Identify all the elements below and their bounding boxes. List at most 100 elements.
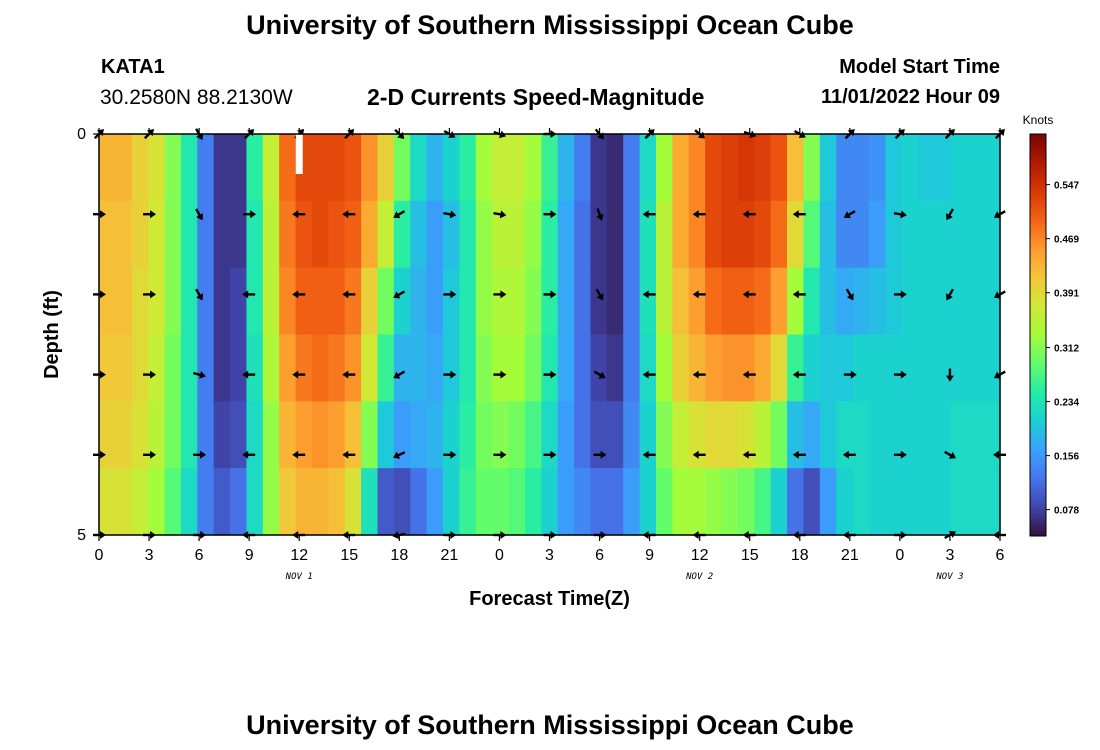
heatmap-cell bbox=[672, 468, 690, 536]
current-arrow bbox=[595, 288, 604, 301]
heatmap-cell bbox=[721, 401, 739, 469]
heatmap-cell bbox=[361, 267, 379, 336]
heatmap-cell bbox=[639, 200, 657, 269]
current-arrow bbox=[143, 450, 157, 459]
heatmap-cell bbox=[115, 468, 133, 536]
current-arrow bbox=[393, 370, 406, 379]
heatmap-cell bbox=[918, 134, 936, 202]
heatmap-cell bbox=[475, 468, 493, 536]
colorbar-tick-label: 0.469 bbox=[1054, 235, 1079, 246]
heatmap-cell bbox=[328, 334, 346, 402]
heatmap-cell bbox=[623, 134, 641, 202]
heatmap-cell bbox=[688, 134, 706, 202]
heatmap-cell bbox=[803, 267, 821, 336]
heatmap-cell bbox=[705, 200, 723, 269]
x-tick-label: 6 bbox=[996, 547, 1005, 564]
heatmap-cell bbox=[131, 334, 149, 402]
x-tick-label: 18 bbox=[390, 547, 408, 564]
heatmap-cell bbox=[639, 468, 657, 536]
current-arrow bbox=[543, 370, 557, 379]
heatmap-cell bbox=[295, 200, 313, 269]
heatmap-cell bbox=[901, 200, 919, 269]
heatmap-cell bbox=[377, 267, 395, 336]
current-arrow bbox=[543, 290, 557, 299]
heatmap-cell bbox=[754, 267, 772, 336]
heatmap-cell bbox=[934, 334, 952, 402]
colorbar-tick-label: 0.391 bbox=[1054, 289, 1079, 300]
heatmap-cell bbox=[492, 468, 510, 536]
heatmap-cell bbox=[901, 267, 919, 336]
heatmap-cell bbox=[623, 334, 641, 402]
current-arrow bbox=[593, 370, 606, 379]
heatmap-cell bbox=[983, 134, 1001, 202]
heatmap-cell bbox=[410, 334, 428, 402]
heatmap-cell bbox=[705, 134, 723, 202]
colorbar-unit-label: Knots bbox=[1023, 113, 1054, 127]
axes: 0 3 6 9 12 15 18 21 0 3 6 9 12 15 18 21 0 3 6 NOV 1 NOV 2 NOV… bbox=[77, 126, 1004, 582]
heatmap-cell bbox=[983, 401, 1001, 469]
heatmap-cell bbox=[246, 468, 264, 536]
heatmap-cell bbox=[230, 468, 248, 536]
heatmap-cell bbox=[443, 200, 460, 269]
heatmap-cell bbox=[475, 401, 493, 469]
date-label: NOV 1 bbox=[285, 572, 313, 582]
heatmap-cell bbox=[590, 200, 608, 269]
heatmap-cell bbox=[639, 134, 657, 202]
heatmap-cell bbox=[541, 334, 559, 402]
colorbar-tick-label: 0.234 bbox=[1054, 398, 1079, 409]
heatmap-cell bbox=[279, 267, 297, 336]
heatmap-cell bbox=[508, 468, 526, 536]
x-tick-label: 6 bbox=[595, 547, 604, 564]
heatmap-cell bbox=[328, 134, 346, 202]
current-arrow bbox=[742, 370, 756, 379]
heatmap-cell bbox=[246, 267, 264, 336]
heatmap-cell bbox=[901, 468, 919, 536]
current-arrow bbox=[143, 370, 157, 379]
heatmap-cell bbox=[672, 200, 690, 269]
heatmap-cell bbox=[819, 267, 837, 336]
heatmap-cell bbox=[328, 200, 346, 269]
current-arrow bbox=[392, 451, 406, 459]
date-label: NOV 3 bbox=[935, 572, 963, 582]
heatmap-cell bbox=[508, 134, 526, 202]
heatmap-cell bbox=[557, 401, 575, 469]
current-arrow bbox=[393, 290, 406, 299]
heatmap-cell bbox=[246, 200, 264, 269]
heatmap-cell bbox=[99, 468, 116, 536]
heatmap-cell bbox=[639, 401, 657, 469]
current-arrow bbox=[342, 450, 356, 459]
heatmap-cell bbox=[918, 468, 936, 536]
heatmap-cell bbox=[672, 134, 690, 202]
current-arrow bbox=[292, 290, 306, 299]
heatmap-cell bbox=[950, 468, 968, 536]
heatmap-cell bbox=[99, 134, 116, 202]
heatmap-cell bbox=[688, 267, 706, 336]
colorbar-gradient bbox=[1029, 133, 1047, 537]
heatmap-cell bbox=[410, 200, 428, 269]
heatmap-cell bbox=[246, 334, 264, 402]
colorbar-tick-label: 0.312 bbox=[1054, 343, 1079, 354]
heatmap-cell bbox=[852, 134, 870, 202]
heatmap-cell bbox=[213, 468, 231, 536]
heatmap-cell bbox=[590, 267, 608, 336]
heatmap-cell bbox=[705, 334, 723, 402]
heatmap-cell bbox=[655, 200, 673, 269]
heatmap-cell bbox=[262, 200, 280, 269]
x-tick-label: 12 bbox=[290, 547, 308, 564]
heatmap-cell bbox=[721, 468, 739, 536]
heatmap-cell bbox=[836, 267, 854, 336]
current-arrow bbox=[893, 290, 907, 299]
current-arrow bbox=[792, 290, 806, 299]
heatmap-cell bbox=[918, 334, 936, 402]
heatmap-cell bbox=[852, 334, 870, 402]
heatmap-cell bbox=[655, 134, 673, 202]
heatmap-cell bbox=[410, 267, 428, 336]
heatmap-cell bbox=[524, 334, 542, 402]
current-arrow bbox=[945, 368, 954, 382]
heatmap-cell bbox=[967, 401, 985, 469]
heatmap-cell bbox=[868, 134, 886, 202]
heatmap-cell bbox=[115, 200, 133, 269]
current-arrow bbox=[993, 450, 1006, 459]
current-arrow bbox=[93, 450, 106, 459]
heatmap-cell bbox=[688, 468, 706, 536]
